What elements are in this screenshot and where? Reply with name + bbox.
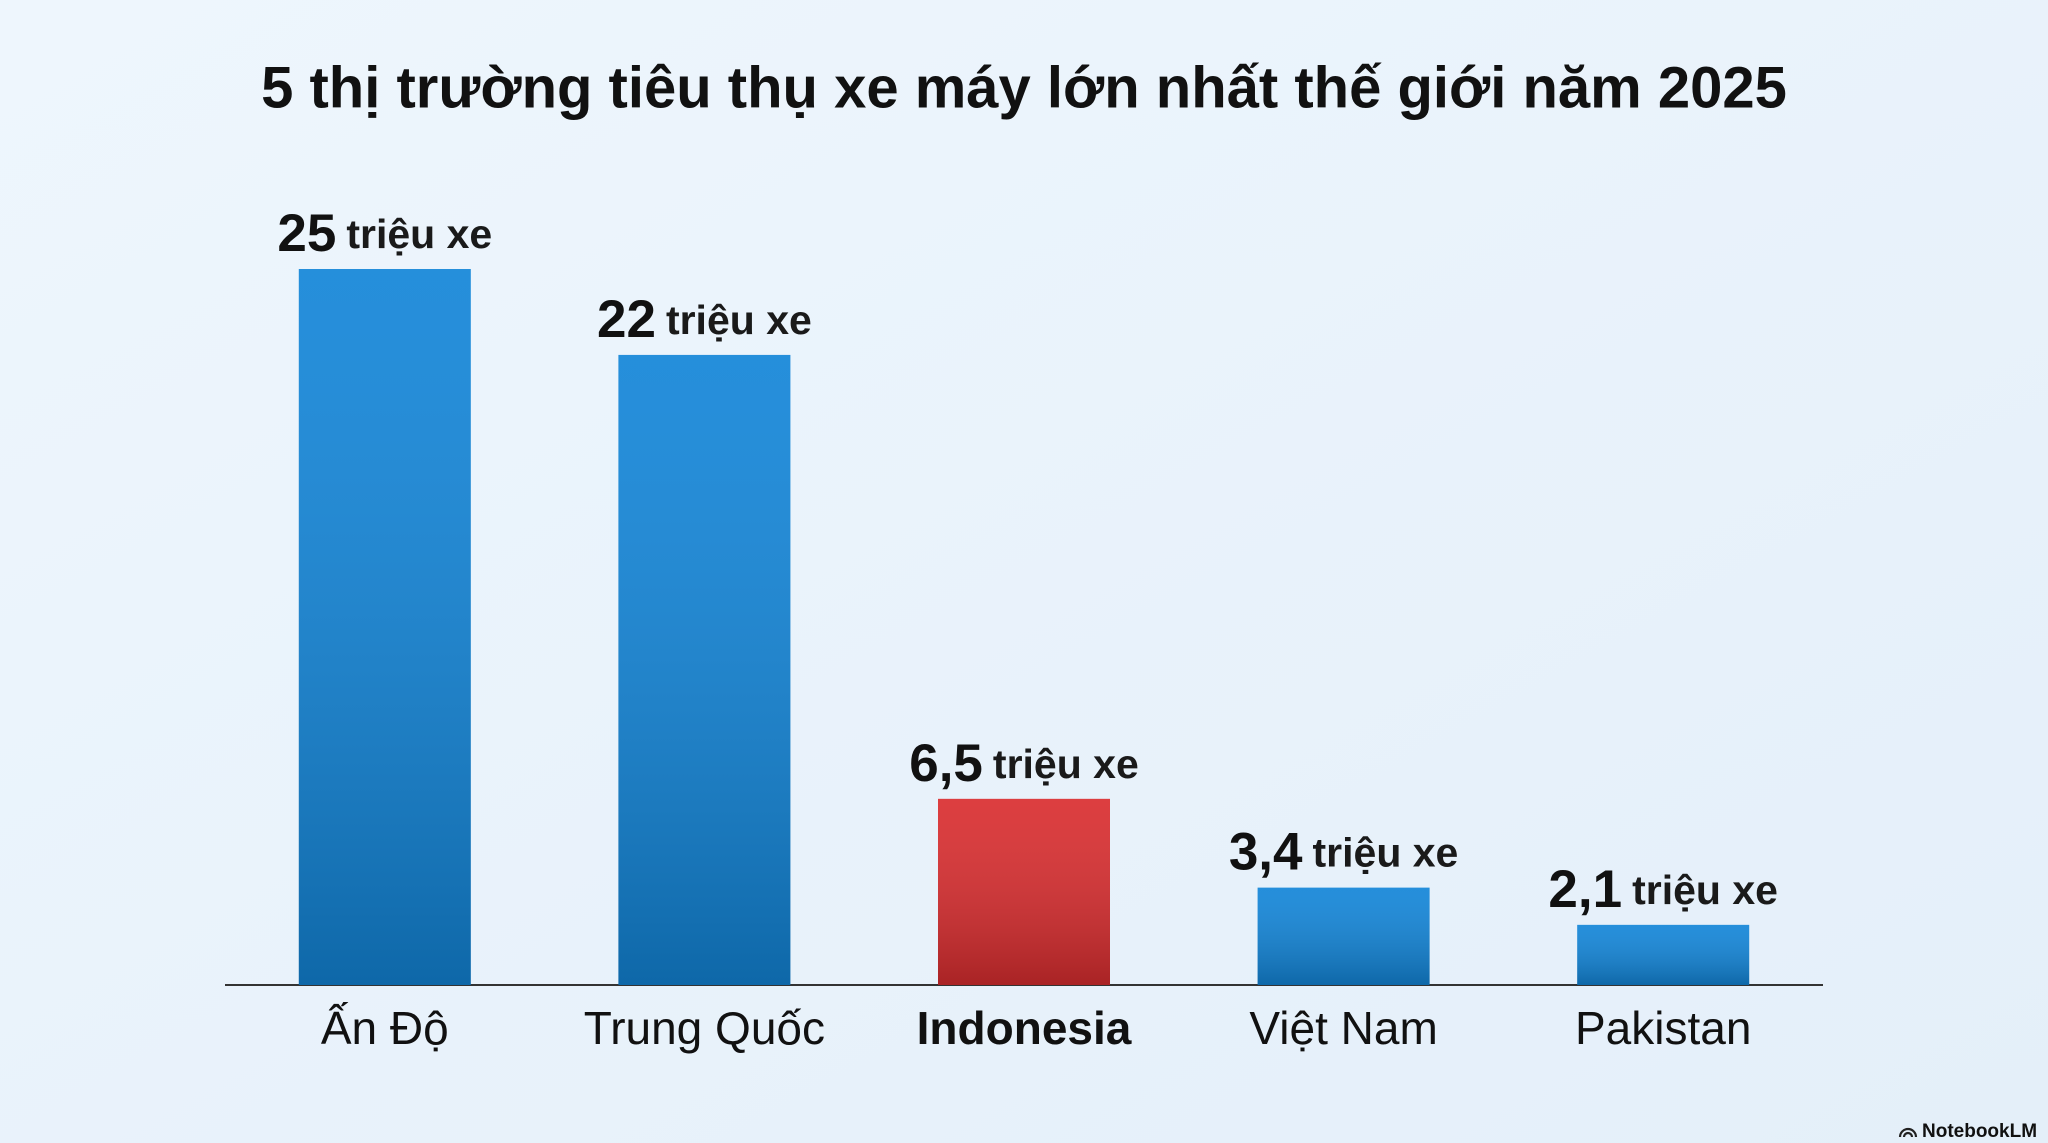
x-tick-label: Indonesia [917,1002,1132,1054]
data-label-value: 6,5 [909,734,983,793]
data-label-unit: triệu xe [666,297,812,343]
x-tick-label: Việt Nam [1249,1002,1437,1054]
data-label-value: 3,4 [1229,823,1303,882]
data-label-unit: triệu xe [1313,829,1459,875]
bar [298,269,471,985]
chart-title: 5 thị trường tiêu thụ xe máy lớn nhất th… [261,55,1787,120]
data-label-unit: triệu xe [346,211,492,257]
data-label: 6,5 triệu xe [909,734,1139,793]
x-tick-label: Ấn Độ [321,1002,449,1054]
data-label: 2,1 triệu xe [1548,860,1778,919]
x-tick-label: Pakistan [1575,1002,1751,1054]
watermark-icon [1898,1127,1918,1138]
data-label: 25 triệu xe [277,204,492,263]
bar [938,798,1110,985]
data-label: 22 triệu xe [597,290,812,349]
bar [618,354,791,985]
data-label-value: 22 [597,290,656,349]
watermark: NotebookLM [1898,1121,2037,1142]
x-tick-label: Trung Quốc [584,1002,825,1054]
watermark-text: NotebookLM [1922,1121,2037,1142]
data-label: 3,4 triệu xe [1229,823,1459,882]
data-label-unit: triệu xe [1632,867,1778,913]
bar [1257,887,1430,985]
data-label-unit: triệu xe [993,741,1139,787]
bar [1577,924,1750,985]
data-label-value: 2,1 [1548,860,1622,919]
data-label-value: 25 [277,204,336,263]
